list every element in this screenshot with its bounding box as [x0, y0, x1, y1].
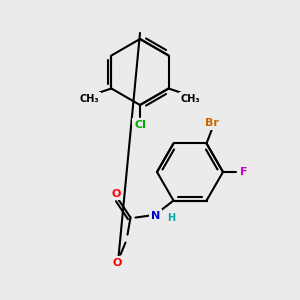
Text: Cl: Cl [134, 120, 146, 130]
Text: F: F [240, 167, 248, 177]
Text: Br: Br [205, 118, 218, 128]
Text: N: N [151, 211, 160, 220]
Text: H: H [167, 213, 175, 223]
Text: CH₃: CH₃ [181, 94, 200, 103]
Text: O: O [112, 189, 121, 199]
Text: CH₃: CH₃ [80, 94, 99, 103]
Text: O: O [113, 258, 122, 268]
